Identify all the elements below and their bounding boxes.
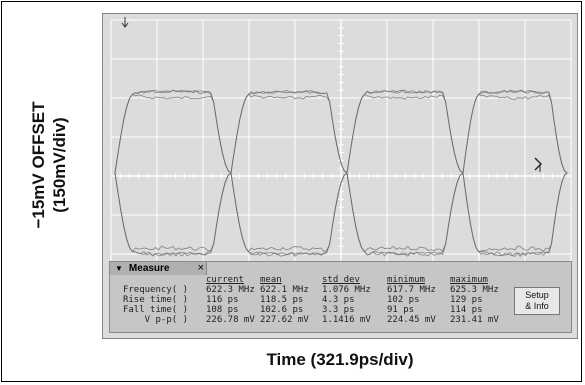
cell-frequency-mean: 622.1 MHz xyxy=(260,285,309,295)
setup-info-button-line1: Setup xyxy=(525,290,549,300)
y-axis-label-offset: −15mV OFFSET xyxy=(29,101,48,229)
cell-rise-time-std-dev: 4.3 ps xyxy=(322,295,355,305)
row-label-frequency[interactable]: Frequency( ) xyxy=(122,285,188,295)
column-header-maximum: maximum xyxy=(450,275,488,285)
row-label-fall-time[interactable]: Fall time( ) xyxy=(122,305,188,315)
cell-v-pp-current: 226.78 mV xyxy=(206,315,255,325)
cell-fall-time-current: 108 ps xyxy=(206,305,239,315)
cell-v-pp-maximum: 231.41 mV xyxy=(450,315,499,325)
trigger-marker-icon xyxy=(121,17,129,28)
eye-upper-trace xyxy=(346,93,464,174)
cell-v-pp-mean: 227.62 mV xyxy=(260,315,309,325)
eye-lower-trace xyxy=(346,172,464,253)
column-header-std-dev: std dev xyxy=(322,275,360,285)
setup-info-button-line2: & Info xyxy=(525,301,549,311)
eye-lower-trace xyxy=(346,172,464,257)
eye-lower-trace xyxy=(462,172,568,258)
y-axis-label-scale: (150mV/div) xyxy=(50,117,69,213)
column-header-current: current xyxy=(206,275,244,285)
eye-lower-trace xyxy=(230,172,348,257)
measure-tab-label: Measure xyxy=(128,263,170,274)
eye-upper-trace xyxy=(114,93,232,174)
cell-fall-time-maximum: 114 ps xyxy=(450,305,483,315)
cell-v-pp-minimum: 224.45 mV xyxy=(387,315,436,325)
row-label-rise-time[interactable]: Rise time( ) xyxy=(122,295,188,305)
cell-v-pp-std-dev: 1.1416 mV xyxy=(322,315,371,325)
measure-tab[interactable]: ▼ Measure × xyxy=(110,262,207,275)
eye-upper-trace xyxy=(114,89,232,174)
y-axis-label: −15mV OFFSET (150mV/div) xyxy=(4,30,94,300)
cell-fall-time-std-dev: 3.3 ps xyxy=(322,305,355,315)
measurement-panel: ▼ Measure × current mean std dev minimum … xyxy=(109,261,572,333)
close-icon[interactable]: × xyxy=(197,262,204,274)
eye-diagram-traces xyxy=(114,89,568,258)
eye-upper-trace xyxy=(346,89,464,174)
cell-frequency-minimum: 617.7 MHz xyxy=(387,285,436,295)
collapse-chevron-icon[interactable]: ▼ xyxy=(115,264,123,273)
eye-upper-trace xyxy=(462,89,568,174)
cell-frequency-current: 622.3 MHz xyxy=(206,285,255,295)
cell-frequency-maximum: 625.3 MHz xyxy=(450,285,499,295)
level-marker-icon[interactable] xyxy=(534,157,542,172)
setup-info-button[interactable]: Setup & Info xyxy=(514,287,560,315)
cell-rise-time-maximum: 129 ps xyxy=(450,295,483,305)
cell-rise-time-mean: 118.5 ps xyxy=(260,295,304,305)
eye-upper-trace xyxy=(462,93,568,174)
eye-upper-trace xyxy=(230,90,348,174)
cell-frequency-std-dev: 1.076 MHz xyxy=(322,285,371,295)
x-axis-label: Time (321.9ps/div) xyxy=(266,350,414,369)
row-label-v-pp[interactable]: V p-p( ) xyxy=(144,315,188,325)
eye-lower-trace xyxy=(230,172,348,253)
eye-lower-trace xyxy=(114,172,232,257)
cell-rise-time-current: 116 ps xyxy=(206,295,239,305)
column-header-minimum: minimum xyxy=(387,275,425,285)
column-header-mean: mean xyxy=(260,275,282,285)
cell-fall-time-mean: 102.6 ps xyxy=(260,305,304,315)
cell-rise-time-minimum: 102 ps xyxy=(387,295,420,305)
eye-lower-trace xyxy=(114,172,232,253)
eye-upper-trace xyxy=(230,93,348,174)
cell-fall-time-minimum: 91 ps xyxy=(387,305,415,315)
